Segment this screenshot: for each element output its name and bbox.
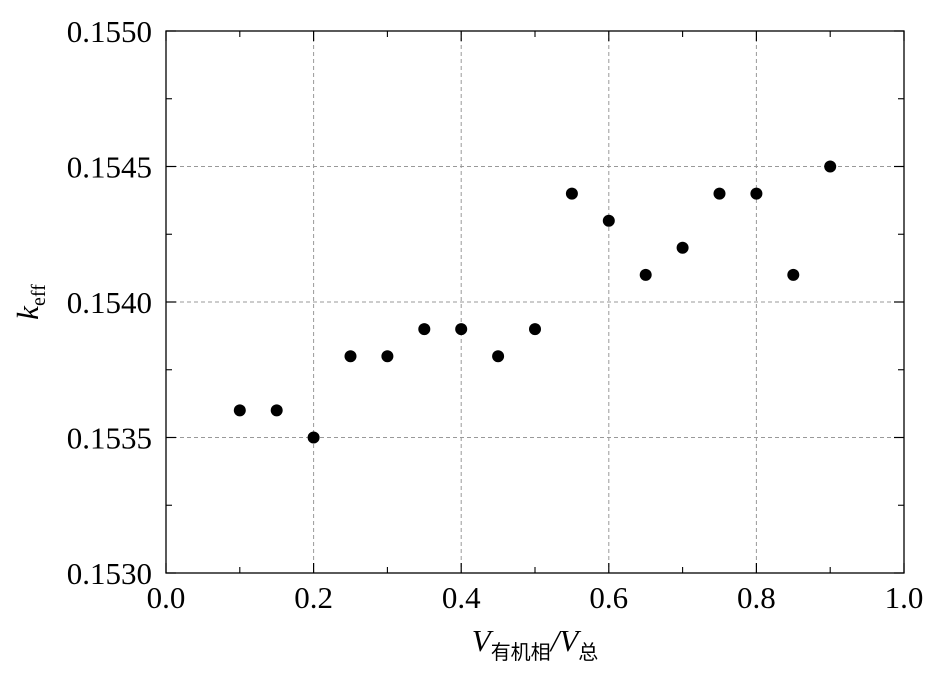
data-point bbox=[639, 268, 652, 281]
x-axis-denominator-subscript: 总 bbox=[578, 641, 598, 664]
x-tick-label: 1.0 bbox=[885, 580, 924, 615]
data-point bbox=[824, 160, 837, 173]
data-point bbox=[750, 187, 763, 200]
x-axis-var: V bbox=[472, 623, 494, 658]
data-point bbox=[270, 404, 283, 417]
data-point bbox=[492, 350, 505, 363]
y-tick-label: 0.1530 bbox=[67, 556, 152, 591]
x-tick-label: 0.0 bbox=[147, 580, 186, 615]
data-point bbox=[418, 323, 431, 336]
x-axis-var-subscript: 有机相 bbox=[491, 641, 551, 664]
data-point bbox=[565, 187, 578, 200]
y-tick-label: 0.1550 bbox=[67, 14, 152, 49]
plot-frame bbox=[165, 30, 905, 574]
y-tick-label: 0.1535 bbox=[67, 421, 152, 456]
y-tick-label: 0.1545 bbox=[67, 150, 152, 185]
data-point bbox=[381, 350, 394, 363]
data-point bbox=[344, 350, 357, 363]
data-point bbox=[676, 241, 689, 254]
grid-layer bbox=[166, 31, 904, 573]
data-point bbox=[713, 187, 726, 200]
data-point bbox=[233, 404, 246, 417]
x-axis-separator: / bbox=[549, 623, 562, 658]
x-axis-title: V有机相/V总 bbox=[472, 623, 599, 664]
y-axis-var: k bbox=[10, 305, 45, 320]
y-tick-label: 0.1540 bbox=[67, 285, 152, 320]
data-point bbox=[787, 268, 800, 281]
data-point bbox=[529, 323, 541, 336]
points-layer bbox=[233, 160, 837, 444]
x-tick-label: 0.6 bbox=[589, 580, 628, 615]
x-axis-denominator: V bbox=[559, 623, 581, 658]
ticks-layer bbox=[165, 30, 905, 574]
y-axis-var-subscript: eff bbox=[28, 284, 50, 306]
data-point bbox=[455, 323, 468, 336]
data-point bbox=[602, 214, 615, 227]
x-tick-label: 0.4 bbox=[442, 580, 481, 615]
data-point bbox=[307, 431, 320, 444]
y-axis-title: keff bbox=[10, 284, 50, 320]
tick-labels-layer: 0.0 0.2 0.4 0.6 0.8 1.0 0.1530 0.1535 0.1540 0.15… bbox=[67, 14, 924, 615]
x-tick-label: 0.8 bbox=[737, 580, 776, 615]
x-tick-label: 0.2 bbox=[294, 580, 333, 615]
